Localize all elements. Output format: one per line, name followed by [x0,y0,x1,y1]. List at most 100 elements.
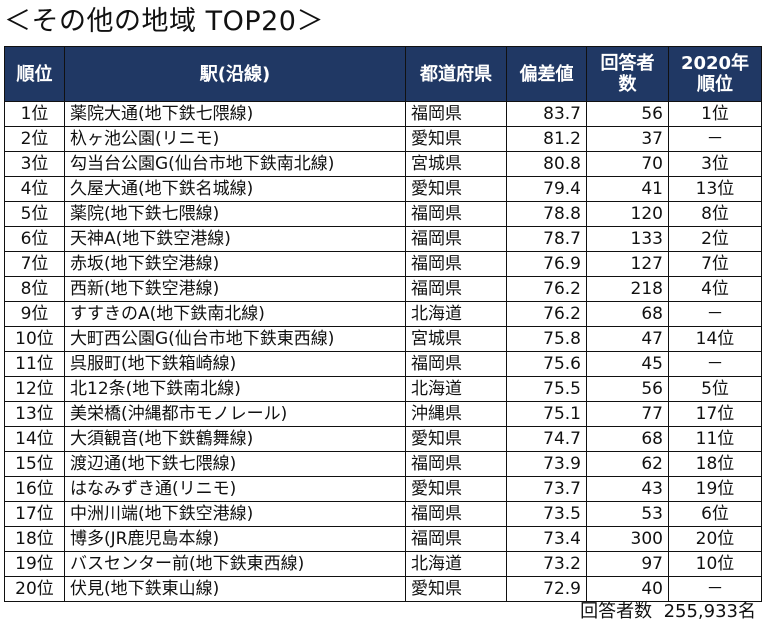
cell-rank: 17位 [4,501,65,527]
cell-prev-rank: 8位 [668,201,762,227]
table-header-row: 順位 駅(沿線) 都道府県 偏差値 回答者数 2020年順位 [4,46,762,102]
cell-rank: 14位 [4,426,65,452]
cell-respondents: 43 [586,476,669,502]
cell-prefecture: 福岡県 [405,101,507,127]
cell-respondents: 68 [586,301,669,327]
cell-rank: 18位 [4,526,65,552]
table-row: 19位 バスセンター前(地下鉄東西線) 北海道 73.2 97 10位 [4,551,762,577]
table-row: 16位 はなみずき通(リニモ) 愛知県 73.7 43 19位 [4,476,762,502]
table-row: 18位 博多(JR鹿児島本線) 福岡県 73.4 300 20位 [4,526,762,552]
table-row: 6位 天神A(地下鉄空港線) 福岡県 78.7 133 2位 [4,226,762,252]
table-row: 13位 美栄橋(沖縄都市モノレール) 沖縄県 75.1 77 17位 [4,401,762,427]
cell-station: はなみずき通(リニモ) [64,476,406,502]
header-prefecture: 都道府県 [405,46,507,102]
cell-station: 薬院大通(地下鉄七隈線) [64,101,406,127]
header-station: 駅(沿線) [64,46,406,102]
cell-respondents: 127 [586,251,669,277]
cell-station: 北12条(地下鉄南北線) [64,376,406,402]
cell-respondents: 47 [586,326,669,352]
cell-rank: 8位 [4,276,65,302]
header-rank: 順位 [4,46,65,102]
cell-prev-rank: － [668,351,762,377]
table-row: 3位 勾当台公園G(仙台市地下鉄南北線) 宮城県 80.8 70 3位 [4,151,762,177]
cell-prefecture: 愛知県 [405,426,507,452]
cell-score: 80.8 [506,151,587,177]
cell-rank: 6位 [4,226,65,252]
cell-score: 81.2 [506,126,587,152]
cell-prev-rank: 4位 [668,276,762,302]
cell-respondents: 37 [586,126,669,152]
cell-prev-rank: 11位 [668,426,762,452]
cell-prefecture: 北海道 [405,376,507,402]
cell-score: 73.5 [506,501,587,527]
cell-station: 伏見(地下鉄東山線) [64,576,406,602]
cell-rank: 12位 [4,376,65,402]
cell-rank: 1位 [4,101,65,127]
cell-score: 79.4 [506,176,587,202]
cell-prefecture: 福岡県 [405,501,507,527]
respondents-total-value: 255,933名 [663,601,756,622]
cell-rank: 15位 [4,451,65,477]
cell-score: 73.7 [506,476,587,502]
cell-respondents: 62 [586,451,669,477]
cell-prefecture: 愛知県 [405,126,507,152]
cell-respondents: 53 [586,501,669,527]
cell-prefecture: 福岡県 [405,276,507,302]
cell-prefecture: 福岡県 [405,351,507,377]
cell-respondents: 70 [586,151,669,177]
header-prev-rank: 2020年順位 [668,46,762,102]
cell-rank: 10位 [4,326,65,352]
cell-prefecture: 福岡県 [405,251,507,277]
cell-station: 薬院(地下鉄七隈線) [64,201,406,227]
cell-respondents: 40 [586,576,669,602]
cell-station: 杁ヶ池公園(リニモ) [64,126,406,152]
cell-prefecture: 北海道 [405,301,507,327]
cell-station: バスセンター前(地下鉄東西線) [64,551,406,577]
cell-respondents: 120 [586,201,669,227]
table-row: 1位 薬院大通(地下鉄七隈線) 福岡県 83.7 56 1位 [4,101,762,127]
cell-rank: 2位 [4,126,65,152]
cell-rank: 19位 [4,551,65,577]
cell-score: 83.7 [506,101,587,127]
cell-prev-rank: － [668,576,762,602]
cell-score: 75.6 [506,351,587,377]
cell-respondents: 68 [586,426,669,452]
cell-prev-rank: － [668,126,762,152]
cell-score: 75.5 [506,376,587,402]
table-row: 17位 中洲川端(地下鉄空港線) 福岡県 73.5 53 6位 [4,501,762,527]
table-row: 7位 赤坂(地下鉄空港線) 福岡県 76.9 127 7位 [4,251,762,277]
cell-prefecture: 福岡県 [405,226,507,252]
cell-prev-rank: 14位 [668,326,762,352]
cell-rank: 20位 [4,576,65,602]
cell-prefecture: 宮城県 [405,151,507,177]
cell-prefecture: 沖縄県 [405,401,507,427]
cell-score: 76.2 [506,276,587,302]
cell-respondents: 77 [586,401,669,427]
table-row: 14位 大須観音(地下鉄鶴舞線) 愛知県 74.7 68 11位 [4,426,762,452]
table-row: 5位 薬院(地下鉄七隈線) 福岡県 78.8 120 8位 [4,201,762,227]
cell-score: 78.7 [506,226,587,252]
table-body: 1位 薬院大通(地下鉄七隈線) 福岡県 83.7 56 1位 2位 杁ヶ池公園(リニモ) 愛知県… [4,101,762,602]
cell-respondents: 45 [586,351,669,377]
cell-prev-rank: 10位 [668,551,762,577]
respondents-total-note: 回答者数 255,933名 [580,600,756,624]
cell-score: 73.9 [506,451,587,477]
cell-respondents: 56 [586,376,669,402]
header-respondents-label: 回答者数 [600,53,655,95]
table-row: 10位 大町西公園G(仙台市地下鉄東西線) 宮城県 75.8 47 14位 [4,326,762,352]
cell-score: 73.2 [506,551,587,577]
cell-prefecture: 北海道 [405,551,507,577]
cell-station: 西新(地下鉄空港線) [64,276,406,302]
cell-station: 美栄橋(沖縄都市モノレール) [64,401,406,427]
page-title: ＜その他の地域 TOP20＞ [4,6,324,37]
cell-respondents: 97 [586,551,669,577]
table-row: 20位 伏見(地下鉄東山線) 愛知県 72.9 40 － [4,576,762,602]
cell-station: 天神A(地下鉄空港線) [64,226,406,252]
cell-prev-rank: 19位 [668,476,762,502]
cell-score: 75.8 [506,326,587,352]
cell-prefecture: 愛知県 [405,476,507,502]
cell-respondents: 218 [586,276,669,302]
cell-prev-rank: 17位 [668,401,762,427]
table-row: 4位 久屋大通(地下鉄名城線) 愛知県 79.4 41 13位 [4,176,762,202]
cell-station: 渡辺通(地下鉄七隈線) [64,451,406,477]
